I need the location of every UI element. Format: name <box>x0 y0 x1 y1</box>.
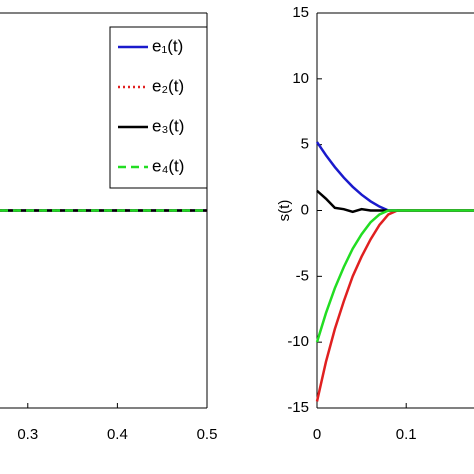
y-tick-label: -10 <box>287 333 309 350</box>
data-line <box>315 209 474 343</box>
data-line <box>316 189 474 214</box>
data-line <box>315 209 474 402</box>
x-tick-label: 0 <box>313 426 321 443</box>
x-tick-label: 0.1 <box>396 426 417 443</box>
legend-label: e₄(t) <box>152 156 184 175</box>
y-tick-label: -5 <box>296 267 309 284</box>
x-tick-label: 0.3 <box>17 426 38 443</box>
y-tick-label: 10 <box>292 70 309 87</box>
y-tick-label: 0 <box>301 201 309 218</box>
y-tick-label: -15 <box>287 399 309 416</box>
legend-label: e₃(t) <box>152 116 184 135</box>
legend-box <box>109 26 208 189</box>
y-tick-label: 5 <box>301 136 309 153</box>
legend-label: e₂(t) <box>152 76 184 95</box>
data-line <box>315 141 474 212</box>
x-tick-label: 0.5 <box>197 426 218 443</box>
x-tick-label: 0.4 <box>107 426 128 443</box>
legend-label: e₁(t) <box>152 36 183 55</box>
y-axis-label: s(t) <box>276 200 293 222</box>
y-tick-label: 15 <box>292 4 309 21</box>
